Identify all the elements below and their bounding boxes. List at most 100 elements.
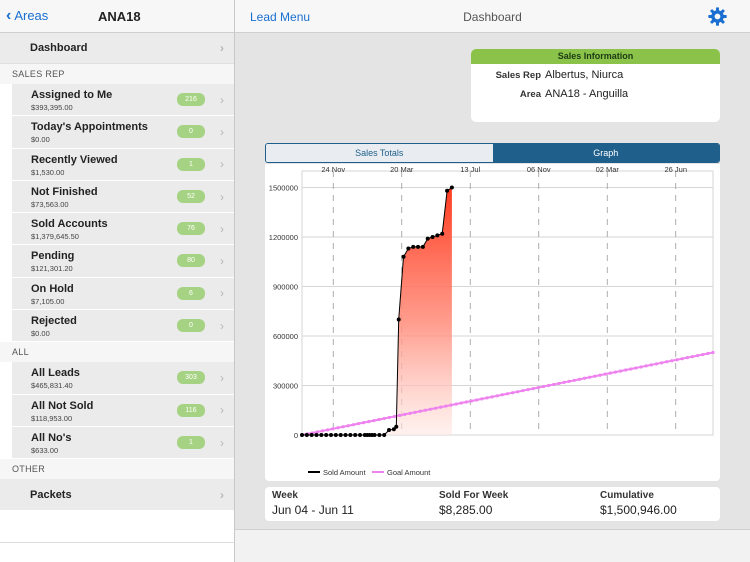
chart-container: 0 300000 600000 900000 1200000 1500000 24 Nov 2… [265, 164, 720, 481]
sold-amount-point [394, 424, 399, 429]
chevron-right-icon: › [220, 487, 224, 502]
sidebar-item-packets[interactable]: Packets › [0, 479, 234, 511]
sidebar-item-assigned-to-me[interactable]: Assigned to Me $393,395.00 216 › [12, 84, 234, 117]
goal-amount-point [367, 419, 371, 424]
sidebar-item-pending[interactable]: Pending $121,301.20 80 › [12, 245, 234, 278]
goal-amount-point [500, 393, 504, 397]
list-item-amount: $1,530.00 [31, 167, 65, 177]
legend-label-sold: Sold Amount [323, 468, 366, 477]
tab-sales-totals[interactable]: Sales Totals [266, 144, 493, 162]
sold-amount-point [401, 254, 406, 259]
goal-amount-point [547, 383, 551, 388]
count-badge: 52 [177, 189, 205, 203]
sidebar-item-all-no-s[interactable]: All No's $633.00 1 › [12, 426, 234, 460]
chevron-right-icon: › [220, 286, 224, 301]
list-item-amount: $1,379,645.50 [31, 232, 79, 242]
sold-amount-area [302, 187, 452, 435]
goal-amount-point [516, 390, 520, 394]
gear-icon[interactable] [707, 6, 728, 27]
tab-graph[interactable]: Graph [492, 144, 719, 162]
sidebar-item-sold-accounts[interactable]: Sold Accounts $1,379,645.50 76 › [12, 213, 234, 246]
sold-amount-point [406, 246, 411, 251]
goal-amount-point [582, 376, 587, 380]
chevron-right-icon: › [220, 189, 224, 204]
sidebar-item-on-hold[interactable]: On Hold $7,105.00 6 › [12, 277, 234, 311]
tab-bar: Sales Totals Graph [265, 143, 720, 163]
y-tick-label: 600000 [273, 332, 298, 341]
empty-row [0, 510, 234, 544]
list-item-name: All Not Sold [31, 399, 94, 412]
plot-frame [301, 170, 714, 436]
goal-amount-point [526, 388, 530, 392]
sidebar-item-not-finished[interactable]: Not Finished $73,563.00 52 › [12, 180, 234, 214]
chevron-right-icon: › [220, 254, 224, 269]
list-item-amount: $633.00 [31, 445, 59, 455]
goal-amount-point [433, 406, 438, 410]
goal-amount-point [598, 373, 602, 377]
list-item-name: Sold Accounts [31, 218, 108, 231]
goal-amount-point [557, 381, 561, 386]
chevron-right-icon: › [220, 318, 224, 333]
sidebar-item-recently-viewed[interactable]: Recently Viewed $1,530.00 1 › [12, 148, 234, 181]
section-header-all: ALL [0, 342, 234, 363]
sidebar-item-rejected[interactable]: Rejected $0.00 0 › [12, 310, 234, 343]
goal-amount-point [459, 401, 463, 405]
sold-amount-point [382, 433, 387, 437]
weekly-summary: Week Jun 04 - Jun 11 Sold For Week $8,28… [265, 487, 720, 521]
sold-amount-point [420, 244, 425, 249]
goal-amount-point [654, 362, 659, 366]
all-list: All Leads $465,831.40 303 › All Not Sold $118… [0, 362, 234, 460]
goal-amount-point [490, 395, 494, 399]
list-item-name: Not Finished [31, 185, 98, 198]
y-tick-label: 300000 [273, 382, 298, 391]
goal-amount-point [336, 426, 340, 430]
sidebar-item-today-s-appointments[interactable]: Today's Appointments $0.00 0 › [12, 116, 234, 149]
sales-rep-list: Assigned to Me $393,395.00 216 › Today's App… [0, 84, 234, 343]
goal-amount-point [521, 389, 525, 393]
lead-menu-button[interactable]: Lead Menu [250, 10, 311, 24]
list-item-name: On Hold [31, 282, 74, 295]
chevron-right-icon: › [220, 92, 224, 107]
bottom-toolbar [235, 529, 750, 562]
count-badge: 1 [177, 435, 205, 449]
goal-amount-point [511, 391, 515, 395]
goal-amount-point [588, 375, 592, 379]
sold-amount-point [314, 433, 319, 437]
sold-amount-point [309, 433, 314, 437]
goal-amount-point [531, 386, 535, 391]
goal-amount-point [639, 365, 643, 369]
sidebar-item-all-leads[interactable]: All Leads $465,831.40 303 › [12, 362, 234, 395]
chevron-right-icon: › [220, 157, 224, 172]
count-badge: 1 [177, 157, 205, 171]
sold-amount-point [435, 233, 440, 238]
sales-rep-label: Sales Rep [495, 70, 541, 81]
sidebar-item-label: Packets [30, 488, 72, 501]
goal-amount-point [392, 414, 397, 419]
goal-amount-point [418, 409, 422, 413]
sidebar: ‹ Areas ANA18 Dashboard › SALES REP Assi… [0, 0, 235, 562]
back-button[interactable]: ‹ Areas [6, 7, 48, 23]
goal-amount-point [372, 418, 376, 423]
goal-amount-point [469, 399, 474, 403]
sold-amount-point [324, 433, 329, 437]
sidebar-item-all-not-sold[interactable]: All Not Sold $118,953.00 116 › [12, 394, 234, 427]
section-header-sales-rep: SALES REP [0, 64, 234, 84]
x-tick-label: 13 Jul [460, 165, 480, 174]
chevron-right-icon: › [220, 41, 224, 55]
sidebar-title: ANA18 [98, 9, 141, 24]
area-label: Area [519, 89, 541, 100]
goal-amount-point [454, 402, 458, 406]
sold-amount-point [300, 433, 304, 437]
list-item-name: Assigned to Me [31, 89, 113, 101]
goal-amount-point [377, 417, 381, 422]
sidebar-item-dashboard[interactable]: Dashboard › [0, 33, 234, 64]
goal-amount-point [701, 352, 705, 357]
list-item-name: All No's [31, 431, 72, 444]
sales-information-card: Sales Information Sales Rep Albertus, Ni… [471, 49, 720, 122]
list-item-amount: $0.00 [31, 135, 50, 145]
goal-amount-point [480, 397, 484, 401]
goal-amount-point [505, 392, 510, 396]
goal-amount-point [608, 371, 612, 375]
goal-amount-point [680, 357, 684, 361]
goal-amount-point [711, 350, 715, 355]
